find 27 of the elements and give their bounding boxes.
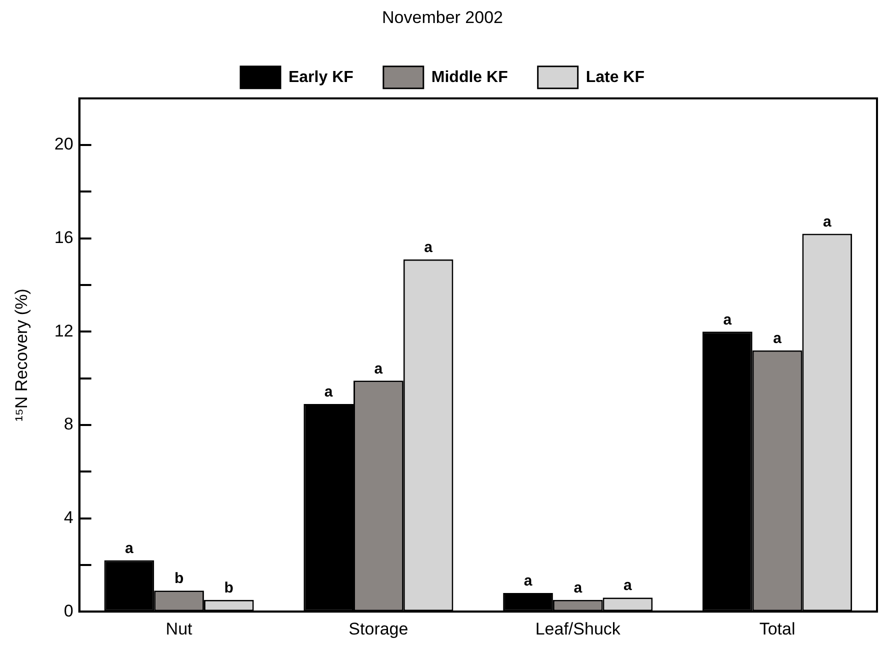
y-tick-label: 12 [54,321,74,340]
data-label: a [124,540,134,557]
legend-label: Middle KF [431,68,508,86]
legend-label: Early KF [288,68,354,86]
legend-label: Late KF [586,68,645,86]
chart-title: November 2002 [382,8,503,27]
x-tick-label: Nut [166,619,193,638]
data-label: b [174,570,184,588]
data-label: a [574,580,583,597]
data-label: a [773,330,782,347]
data-label: a [374,360,384,378]
y-tick-label: 8 [64,414,74,434]
data-label: a [822,213,832,230]
data-label: a [524,572,533,590]
y-axis-title: ¹⁵N Recovery (%) [12,288,31,422]
data-label: a [424,239,434,256]
data-label: a [723,311,732,328]
y-tick-label: 0 [64,601,74,620]
y-tick-label: 4 [64,508,74,527]
x-tick-label: Storage [348,619,408,638]
data-label: a [324,384,334,401]
x-tick-label: Total [759,619,796,638]
data-label: b [224,580,234,597]
y-tick-label: 20 [54,134,74,154]
y-tick-label: 16 [54,228,74,248]
x-tick-label: Leaf/Shuck [535,619,621,638]
data-label: a [624,577,633,594]
